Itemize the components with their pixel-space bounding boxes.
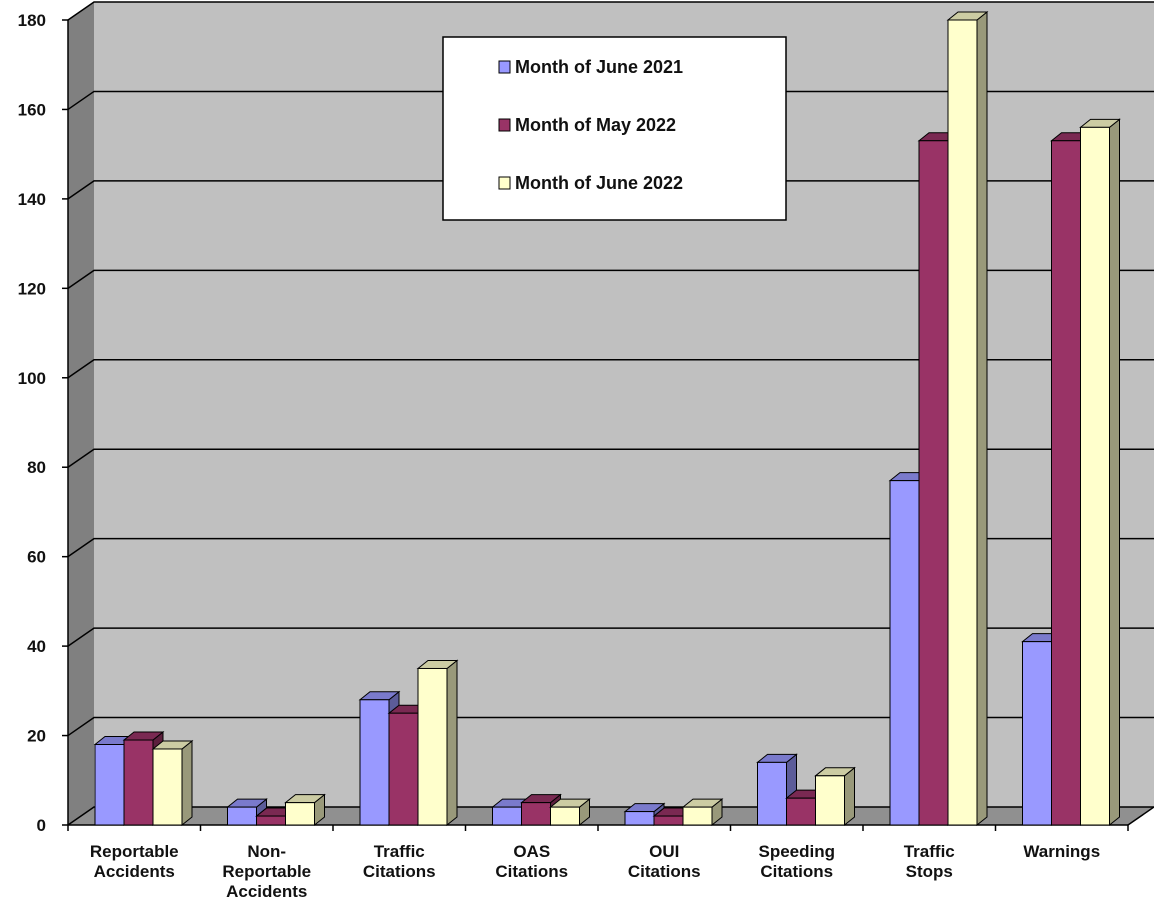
bar-front [550, 806, 580, 826]
bar [1079, 118, 1121, 827]
x-tick-label-line: Citations [495, 862, 568, 881]
gridline [67, 716, 1154, 737]
legend-entry-label: Month of May 2022 [515, 115, 676, 135]
gridline [67, 90, 1154, 111]
x-tick-label: Traffic Citations [363, 842, 436, 881]
x-tick-label-line: Citations [760, 862, 833, 881]
bar-front [918, 140, 949, 826]
bar-front [1051, 140, 1081, 826]
gridlines [67, 1, 1154, 826]
x-tick-label-line: Stops [906, 862, 953, 881]
x-tick-label-line: Non- [247, 842, 286, 861]
x-tick-label-line: Speeding [758, 842, 835, 861]
x-tick-label-line: Traffic [374, 842, 425, 861]
y-tick-label: 100 [18, 369, 46, 388]
x-tick-label-line: Citations [628, 862, 701, 881]
y-tick-label: 40 [27, 637, 46, 656]
bar-front [889, 480, 920, 826]
bar-front [521, 802, 551, 826]
bars [93, 10, 1121, 827]
y-tick-label: 0 [37, 816, 46, 835]
x-tick-label-line: Traffic [904, 842, 955, 861]
y-tick-label: 20 [27, 727, 46, 746]
x-tick-label-line: Citations [363, 862, 436, 881]
y-tick-label: 80 [27, 458, 46, 477]
x-tick-label: OAS Citations [495, 842, 568, 881]
gridline [67, 180, 1154, 200]
x-tick-label-line: Accidents [226, 882, 307, 901]
bar [151, 739, 194, 827]
bar-front [1022, 641, 1052, 826]
bar-side [844, 766, 855, 827]
x-tick-label-line: OUI [649, 842, 679, 861]
gridline [67, 448, 1154, 468]
bar-front [227, 806, 257, 826]
gridline [67, 1, 1154, 21]
x-tick-label: Speeding Citations [758, 842, 835, 881]
y-tick-label: 60 [27, 548, 46, 567]
x-tick-label: Non-Reportable Accidents [222, 842, 311, 901]
bar-front [94, 744, 125, 826]
x-tick-label: Warnings [1023, 842, 1100, 861]
legend-entry-label: Month of June 2022 [515, 173, 683, 193]
y-axis: 0 20 40 60 80 100 120 140 160 180 [18, 11, 69, 835]
bar-front [388, 712, 419, 826]
floor-edge [1127, 806, 1154, 826]
x-tick-label-line: Reportable [222, 862, 311, 881]
bar [284, 793, 326, 827]
gridline [67, 359, 1154, 379]
bar-front [1080, 126, 1110, 826]
bar-front [757, 761, 787, 826]
bar [416, 659, 459, 827]
bar [681, 798, 724, 827]
bar [549, 798, 591, 827]
legend-swatch [498, 60, 511, 74]
gridline [67, 269, 1154, 289]
y-tick-label: 160 [18, 100, 46, 119]
bar-front [947, 19, 978, 826]
bar-front [653, 815, 684, 826]
bar-side [1109, 118, 1120, 827]
bar-side [181, 739, 193, 827]
bar-front [152, 748, 183, 826]
x-tick-label: Reportable Accidents [90, 842, 179, 881]
gridline [67, 627, 1154, 647]
y-tick-label: 120 [18, 279, 46, 298]
gridline [67, 537, 1154, 558]
legend-swatch [498, 176, 511, 190]
bar-front [285, 802, 315, 826]
bar-front [682, 806, 713, 826]
legend-entry-label: Month of June 2021 [515, 57, 683, 77]
legend-swatch [498, 118, 511, 132]
y-tick-label: 180 [18, 11, 46, 30]
bar [814, 766, 856, 827]
bar-front [256, 815, 286, 826]
bar-front [815, 775, 845, 826]
bar-front [123, 739, 154, 826]
bar [946, 10, 989, 827]
bar-front [624, 811, 655, 826]
bar-front [359, 699, 390, 826]
side-wall [68, 2, 94, 825]
x-tick-label-line: OAS [513, 842, 550, 861]
bar-front [417, 667, 448, 826]
y-tick-label: 140 [18, 190, 46, 209]
x-tick-label: OUI Citations [628, 842, 701, 881]
x-tick-label-line: Accidents [94, 862, 175, 881]
bar-side [446, 659, 458, 827]
bar-side [976, 10, 988, 827]
x-tick-label-line: Warnings [1023, 842, 1100, 861]
legend: Month of June 2021 Month of May 2022 Month… [442, 36, 787, 221]
floor [68, 807, 1154, 825]
bar-front [786, 797, 816, 826]
x-tick-label-line: Reportable [90, 842, 179, 861]
x-tick-label: Traffic Stops [904, 842, 955, 881]
bar-front [492, 806, 522, 826]
